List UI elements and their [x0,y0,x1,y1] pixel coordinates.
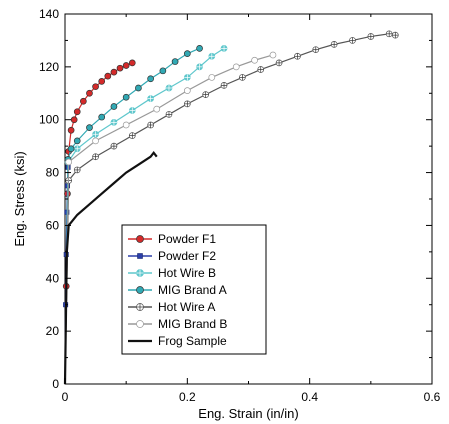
axis-ticks: 0 0.2 0.4 0.6 0 20 40 60 80 100 120 140 [39,7,441,404]
data-point [183,50,191,57]
legend-label: Frog Sample [158,334,227,348]
y-tick-label: 80 [46,166,60,180]
plot-area: 0 0.2 0.4 0.6 0 20 40 60 80 100 120 140 [39,7,441,404]
data-point [136,320,144,328]
legend-label: Powder F2 [158,249,216,263]
legend-entry: Powder F2 [128,249,216,263]
data-point [73,108,81,116]
data-point [67,126,75,134]
data-point [67,145,75,153]
data-point [116,64,124,72]
y-tick-label: 0 [52,377,59,391]
data-point [183,87,191,94]
data-point [79,97,87,105]
y-tick-label: 20 [46,324,60,338]
data-point [136,235,144,243]
data-point [269,51,277,59]
legend-entry: MIG Brand A [128,283,227,297]
x-tick-label: 0.4 [301,390,318,404]
data-point [171,58,179,65]
data-point [65,158,73,166]
data-point [122,62,130,69]
data-point [159,67,167,75]
y-tick-label: 140 [39,7,59,21]
y-tick-label: 60 [46,218,60,232]
series-mig-brand-a [64,45,203,385]
y-tick-label: 120 [39,60,59,74]
data-point [98,78,106,85]
legend-label: Powder F1 [158,232,216,246]
legend-entry: Frog Sample [128,334,227,348]
x-tick-label: 0.6 [424,390,441,404]
series-frog-sample [63,150,158,385]
data-point [251,56,258,64]
legend-entry: Powder F1 [128,232,216,246]
legend: Powder F1 Powder F2 Hot Wire B MIG Brand A H… [121,224,267,355]
data-point [92,83,99,91]
legend-label: Hot Wire B [158,266,216,280]
x-axis-label: Eng. Strain (in/in) [198,406,298,421]
data-point [110,103,118,110]
x-tick-label: 0 [62,390,69,404]
series-line [63,150,158,385]
data-point [196,45,203,52]
series-mig-brand-b [64,51,277,385]
data-point [70,116,78,124]
data-point [86,89,93,97]
series-powder-f1 [62,59,136,385]
series-line [64,54,274,385]
data-point [147,75,154,83]
data-point [232,63,240,71]
legend-label: MIG Brand A [158,283,227,297]
data-point [73,137,81,145]
y-axis-label: Eng. Stress (ksi) [12,151,27,246]
legend-entry: Hot Wire A [128,300,215,314]
data-point [86,124,93,131]
y-tick-label: 100 [39,113,59,127]
legend-entry: Hot Wire B [128,266,216,280]
data-point [122,93,130,101]
data-point [104,72,112,80]
data-point [137,253,143,259]
data-point [153,105,161,113]
data-point [135,84,142,92]
series-hot-wire-a [64,30,399,385]
legend-entry: MIG Brand B [128,317,227,331]
data-point [136,286,144,294]
data-point [208,74,216,81]
data-point [92,137,99,145]
y-tick-label: 40 [46,271,60,285]
legend-label: Hot Wire A [158,300,215,314]
data-point [98,113,106,121]
series-layer [62,30,399,385]
data-point [122,121,130,129]
data-point [110,68,118,76]
x-tick-label: 0.2 [179,390,196,404]
legend-label: MIG Brand B [158,317,227,331]
data-point [128,59,136,67]
